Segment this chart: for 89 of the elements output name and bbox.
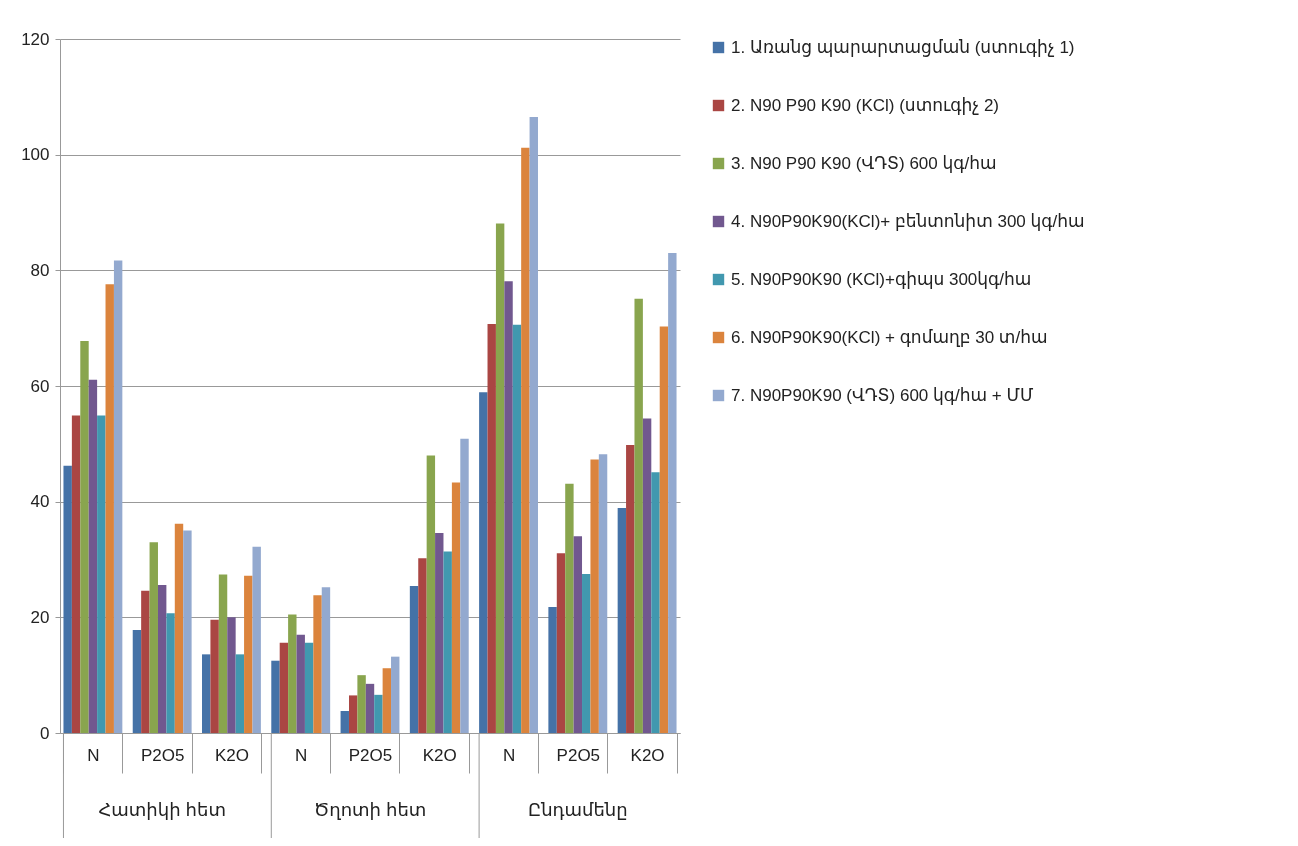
y-tick-label: 0 xyxy=(40,723,50,743)
legend-label: 4. N90P90K90(KCl)+ բենտոնիտ 300 կգ/հա xyxy=(731,211,1085,231)
bar xyxy=(174,523,184,733)
bar xyxy=(626,444,635,733)
bar xyxy=(141,590,150,733)
bar xyxy=(296,634,305,733)
bar xyxy=(218,574,228,733)
y-tick-label: 100 xyxy=(21,145,50,165)
bar xyxy=(88,379,98,733)
bar xyxy=(504,281,513,733)
bar xyxy=(487,324,496,733)
y-tick-label: 80 xyxy=(30,260,50,280)
bar xyxy=(374,694,383,733)
bar xyxy=(244,575,253,733)
bar xyxy=(460,438,469,733)
bar xyxy=(634,298,643,733)
bar xyxy=(590,459,599,733)
x-tick-label: P2O5 xyxy=(556,745,601,765)
bar xyxy=(668,252,677,733)
bar xyxy=(382,668,392,733)
bar xyxy=(443,551,452,733)
y-tick-label: 60 xyxy=(30,376,50,396)
bar xyxy=(313,595,322,733)
bar xyxy=(80,340,89,733)
bar xyxy=(166,613,175,733)
bar xyxy=(479,392,488,733)
bar xyxy=(418,558,427,733)
x-tick-label: K2O xyxy=(422,745,457,765)
x-tick-label: K2O xyxy=(214,745,249,765)
bar xyxy=(409,586,419,733)
bar xyxy=(548,606,557,733)
y-tick-label: 120 xyxy=(21,29,50,49)
bar xyxy=(288,614,297,733)
text: Ծղոտի հետ xyxy=(313,800,427,820)
x-tick-label: N xyxy=(502,745,516,765)
bar xyxy=(365,683,375,733)
bar xyxy=(235,654,245,733)
bar xyxy=(598,454,608,733)
bar xyxy=(617,508,627,733)
y-tick-label: 40 xyxy=(30,492,50,512)
x-tick-label: N xyxy=(295,745,308,765)
bar xyxy=(321,587,331,733)
bar xyxy=(183,530,192,733)
legend-label: 7. N90P90K90 (ՎԴՏ) 600 կգ/հա + ՄՄ xyxy=(731,385,1034,405)
bar xyxy=(97,415,106,733)
bar xyxy=(63,465,72,733)
bar xyxy=(521,147,530,733)
bar xyxy=(357,675,366,733)
bar xyxy=(435,532,444,733)
text: Հատիկի հետ xyxy=(98,800,226,820)
bar xyxy=(512,324,522,733)
bar xyxy=(582,573,591,733)
legend-label: 6. N90P90K90(KCl) + գոմաղբ 30 տ/հա xyxy=(731,327,1048,347)
bar xyxy=(113,260,123,733)
bar xyxy=(279,642,289,733)
bar xyxy=(202,654,211,733)
legend-label: 2. N90 P90 K90 (KCl) (ստուգիչ 2) xyxy=(731,95,1000,115)
bar xyxy=(565,483,574,733)
text: Ընդամենը xyxy=(527,800,628,820)
bar xyxy=(556,553,566,733)
bar xyxy=(573,536,583,733)
bar xyxy=(529,117,538,733)
bar xyxy=(348,695,358,733)
x-tick-label: K2O xyxy=(630,745,665,765)
bar xyxy=(651,472,660,733)
bar xyxy=(426,455,436,733)
bar xyxy=(271,660,280,733)
bar xyxy=(105,284,114,733)
bar xyxy=(157,584,167,733)
bar xyxy=(252,546,261,733)
bar xyxy=(451,482,461,733)
bar xyxy=(149,542,158,733)
y-tick-label: 20 xyxy=(30,607,50,627)
bar xyxy=(304,642,314,733)
bar xyxy=(391,656,400,733)
bar xyxy=(659,326,669,733)
x-tick-label: P2O5 xyxy=(348,745,393,765)
legend-label: 5. N90P90K90 (KCl)+գիպս 300կգ/հա xyxy=(731,269,1032,289)
bar xyxy=(495,223,505,733)
bar xyxy=(71,415,81,733)
bar xyxy=(340,711,349,733)
bar xyxy=(210,619,219,733)
x-tick-label: P2O5 xyxy=(140,745,185,765)
bar xyxy=(132,630,142,733)
x-tick-label: N xyxy=(87,745,100,765)
bar xyxy=(642,418,652,733)
legend-label: 1. Առանց պարարտացման (ստուգիչ 1) xyxy=(731,37,1075,57)
legend-label: 3. N90 P90 K90 (ՎԴՏ) 600 կգ/հա xyxy=(731,153,997,173)
bar xyxy=(227,617,236,733)
